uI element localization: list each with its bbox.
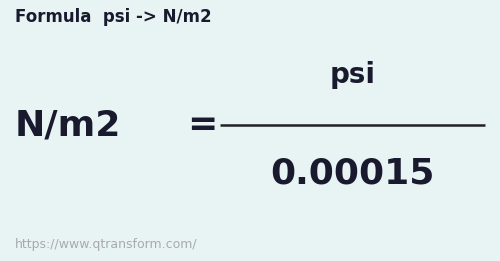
- Text: psi: psi: [330, 61, 376, 89]
- Text: =: =: [188, 108, 218, 142]
- Text: https://www.qtransform.com/: https://www.qtransform.com/: [15, 238, 198, 251]
- Text: 0.00015: 0.00015: [270, 157, 434, 191]
- Text: N/m2: N/m2: [15, 108, 122, 142]
- Text: Formula  psi -> N/m2: Formula psi -> N/m2: [15, 8, 212, 26]
